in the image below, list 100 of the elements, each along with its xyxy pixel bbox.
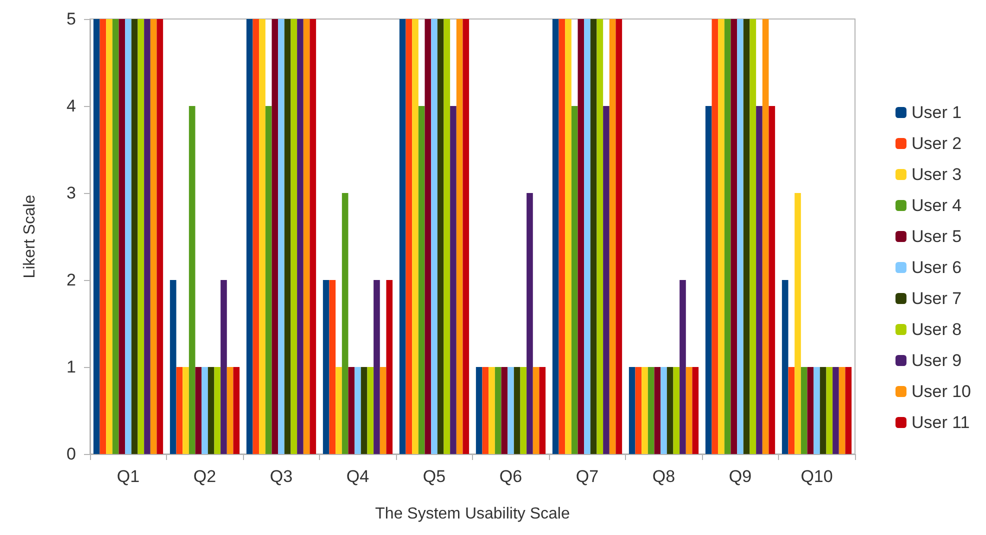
bar xyxy=(456,19,463,454)
legend-label: User 5 xyxy=(911,227,962,246)
bar xyxy=(150,19,157,454)
bar xyxy=(112,19,119,454)
bar xyxy=(603,106,610,454)
bar xyxy=(526,193,533,454)
bar xyxy=(406,19,412,454)
bar xyxy=(788,367,795,454)
bar xyxy=(176,367,183,454)
bar xyxy=(437,19,444,454)
y-tick-label: 4 xyxy=(66,96,76,116)
bar xyxy=(814,367,820,454)
bar xyxy=(144,19,150,454)
bar xyxy=(520,367,527,454)
bar xyxy=(705,106,712,454)
bar xyxy=(635,367,642,454)
bar xyxy=(156,19,164,454)
legend-label: User 7 xyxy=(911,289,962,308)
legend-label: User 2 xyxy=(911,134,962,153)
bar xyxy=(354,367,361,454)
bar xyxy=(654,367,661,454)
x-tick-label: Q10 xyxy=(800,467,833,486)
bar xyxy=(310,19,316,454)
x-tick-label: Q5 xyxy=(422,467,446,486)
bar xyxy=(202,367,208,454)
y-tick-label: 2 xyxy=(66,270,76,290)
bar xyxy=(565,19,572,454)
bar xyxy=(170,280,176,454)
bar xyxy=(412,19,418,454)
bar xyxy=(380,367,386,454)
legend-label: User 6 xyxy=(911,258,962,277)
bar xyxy=(552,19,559,454)
bar xyxy=(718,19,724,454)
bar xyxy=(750,19,756,454)
bar xyxy=(609,19,616,454)
bar xyxy=(272,19,278,454)
bar xyxy=(692,367,699,454)
bar xyxy=(578,19,584,454)
x-tick-label: Q6 xyxy=(499,467,522,486)
bar xyxy=(444,19,450,454)
bar xyxy=(686,367,692,454)
bar xyxy=(226,367,234,454)
bar xyxy=(680,280,686,454)
bar xyxy=(278,19,284,454)
y-axis-title: Likert Scale xyxy=(22,194,38,278)
bar xyxy=(93,19,100,454)
legend-label: User 10 xyxy=(911,382,972,401)
bar xyxy=(826,367,833,454)
x-axis-title: The System Usability Scale xyxy=(375,506,570,522)
bar xyxy=(660,367,667,454)
bar xyxy=(431,19,438,454)
bar xyxy=(125,19,132,454)
bar xyxy=(571,106,578,454)
bar xyxy=(290,19,298,454)
bar xyxy=(374,280,380,454)
bar xyxy=(782,280,788,454)
x-tick-label: Q7 xyxy=(576,467,599,486)
x-tick-label: Q9 xyxy=(728,467,752,486)
bar xyxy=(195,367,202,454)
bar xyxy=(118,19,126,454)
bar xyxy=(730,19,738,454)
x-tick-label: Q8 xyxy=(652,467,676,486)
y-tick-label: 1 xyxy=(66,358,76,376)
bar xyxy=(348,367,355,454)
y-tick-label: 5 xyxy=(66,10,76,28)
bar xyxy=(265,106,272,454)
bar xyxy=(794,193,801,454)
bar xyxy=(100,19,106,454)
bar xyxy=(336,367,342,454)
legend-label: User 11 xyxy=(911,413,970,432)
bar xyxy=(762,19,769,454)
bar xyxy=(418,106,425,454)
bar xyxy=(666,367,674,454)
bar xyxy=(284,19,291,454)
bar xyxy=(590,19,597,454)
bar xyxy=(138,19,144,454)
bar xyxy=(724,19,731,454)
bar xyxy=(845,367,852,454)
bar xyxy=(367,367,374,454)
bar xyxy=(297,19,304,454)
bar xyxy=(539,367,546,454)
bar xyxy=(450,106,456,454)
bar xyxy=(838,367,846,454)
bar xyxy=(558,19,566,454)
bar xyxy=(214,367,221,454)
legend-label: User 9 xyxy=(911,351,962,370)
bar xyxy=(642,367,648,454)
bar xyxy=(220,280,227,454)
bar xyxy=(673,367,680,454)
bar xyxy=(131,19,138,454)
bar xyxy=(800,367,808,454)
bar xyxy=(737,19,744,454)
bar xyxy=(596,19,604,454)
x-tick-label: Q1 xyxy=(116,467,140,486)
bar xyxy=(501,367,508,454)
bar xyxy=(106,19,112,454)
bar xyxy=(532,367,540,454)
y-tick-label: 3 xyxy=(66,184,76,202)
bar xyxy=(188,106,196,454)
bar xyxy=(233,367,240,454)
